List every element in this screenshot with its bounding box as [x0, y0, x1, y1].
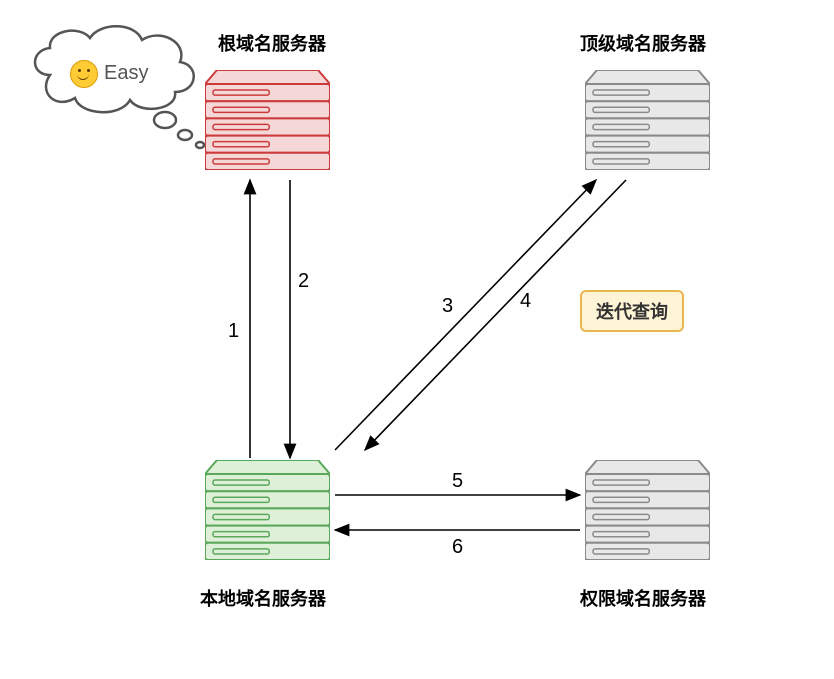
step-number-2: 2	[298, 270, 309, 293]
thought-text: Easy	[104, 62, 148, 85]
step-number-1: 1	[228, 320, 239, 343]
thought-bubble	[20, 20, 210, 155]
local-server	[205, 460, 330, 560]
step-number-5: 5	[452, 470, 463, 493]
root-server	[205, 70, 330, 170]
local-server-label: 本地域名服务器	[200, 585, 326, 611]
auth-server	[585, 460, 710, 560]
auth-server-label: 权限域名服务器	[580, 585, 706, 611]
root-server-label: 根域名服务器	[218, 30, 326, 56]
tld-server	[585, 70, 710, 170]
smiley-icon	[70, 60, 98, 88]
tld-server-label: 顶级域名服务器	[580, 30, 706, 56]
step-number-3: 3	[442, 295, 453, 318]
arrow-step-3	[335, 180, 596, 450]
step-number-4: 4	[520, 290, 531, 313]
step-number-6: 6	[452, 536, 463, 559]
query-type-badge: 迭代查询	[580, 290, 684, 332]
